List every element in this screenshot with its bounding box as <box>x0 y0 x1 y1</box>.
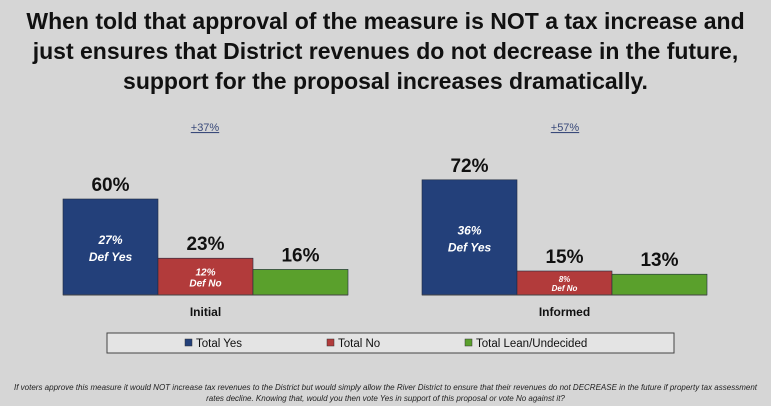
footnote-line-2: rates decline. Knowing that, would you t… <box>206 394 565 403</box>
inner-label-pct-0-1: 12% <box>195 268 215 279</box>
legend-box <box>106 332 675 354</box>
legend-swatch-1 <box>326 338 335 347</box>
category-label-0: Initial <box>190 305 221 319</box>
title-line-1: When told that approval of the measure i… <box>26 8 745 34</box>
inner-label-text-0-0: Def Yes <box>89 250 133 264</box>
title-line-3: support for the proposal increases drama… <box>123 68 648 94</box>
legend-label-2: Total Lean/Undecided <box>476 338 587 350</box>
change-label-0: +37% <box>191 122 220 134</box>
change-label-1: +57% <box>551 122 580 134</box>
title-line-2: just ensures that District revenues do n… <box>32 38 739 64</box>
value-label-1-1: 15% <box>545 247 583 268</box>
inner-label-pct-1-1: 8% <box>559 275 571 284</box>
value-label-0-2: 16% <box>281 245 319 266</box>
legend-swatch-2 <box>464 338 473 347</box>
category-label-1: Informed <box>539 305 590 319</box>
legend-swatch-0 <box>184 338 193 347</box>
value-label-1-0: 72% <box>450 156 488 177</box>
inner-label-pct-1-0: 36% <box>457 223 481 237</box>
bar-0-0 <box>62 198 159 296</box>
bar-0-2 <box>252 269 349 296</box>
value-label-1-2: 13% <box>640 250 678 271</box>
inner-label-pct-0-0: 27% <box>97 233 122 247</box>
footnote: If voters approve this measure it would … <box>10 382 761 404</box>
inner-label-text-1-1: Def No <box>552 284 578 293</box>
value-label-0-1: 23% <box>186 234 224 255</box>
legend-label-1: Total No <box>338 338 380 350</box>
inner-label-text-1-0: Def Yes <box>448 240 492 254</box>
bar-1-2 <box>611 273 708 296</box>
inner-label-text-0-1: Def No <box>189 279 221 290</box>
chart-title: When told that approval of the measure i… <box>0 6 771 96</box>
value-label-0-0: 60% <box>91 175 129 196</box>
footnote-line-1: If voters approve this measure it would … <box>14 383 757 392</box>
bar-1-0 <box>421 179 518 296</box>
legend-label-0: Total Yes <box>196 338 242 350</box>
